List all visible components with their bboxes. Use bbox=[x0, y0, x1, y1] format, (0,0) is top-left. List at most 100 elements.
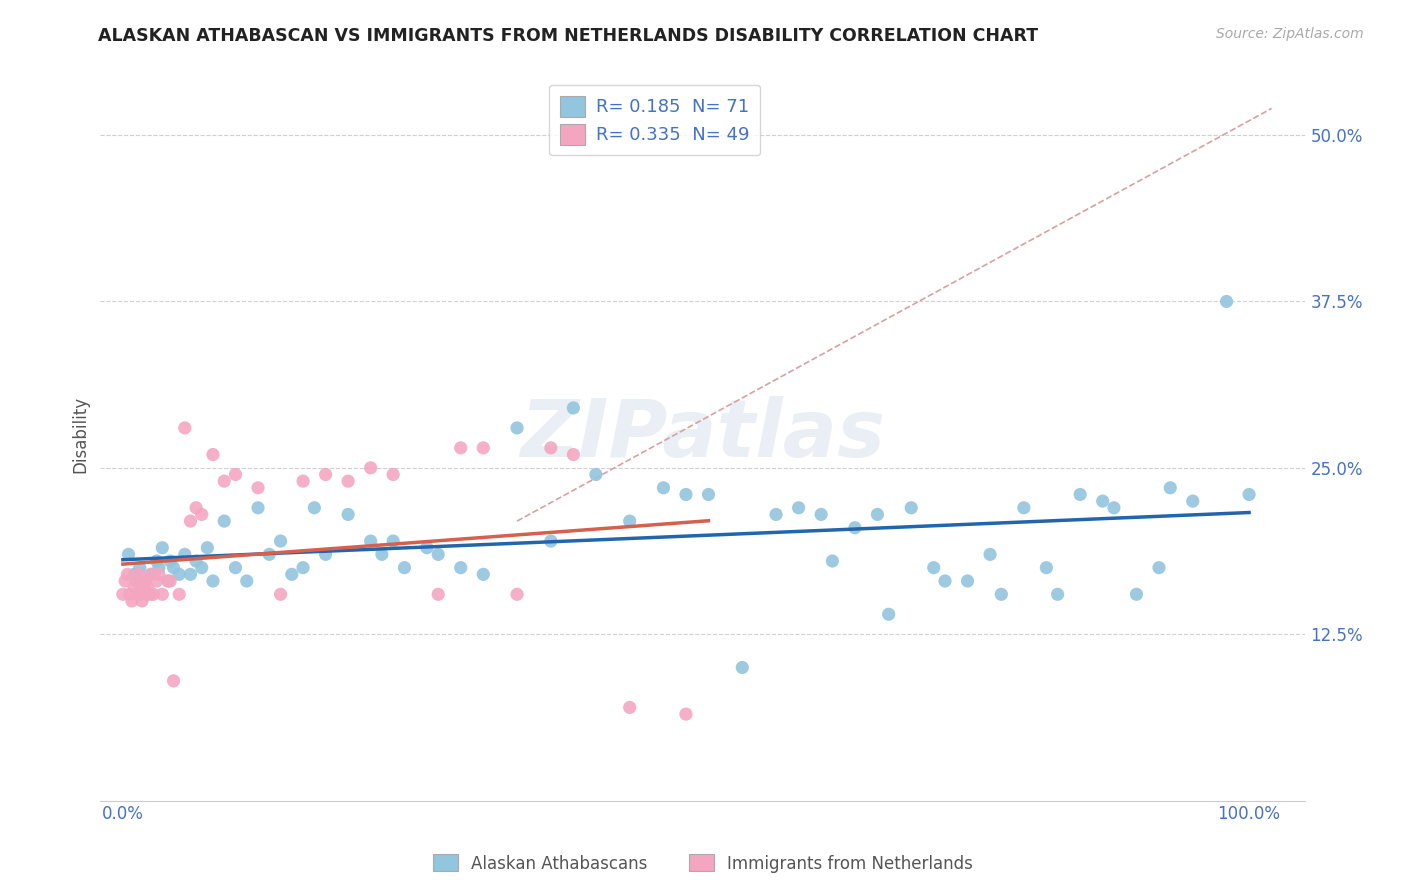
Point bbox=[506, 587, 529, 601]
Point bbox=[281, 567, 304, 582]
Point bbox=[315, 467, 337, 482]
Point bbox=[173, 547, 195, 561]
Point bbox=[134, 574, 156, 588]
Y-axis label: Disability: Disability bbox=[72, 396, 89, 473]
Point bbox=[145, 574, 167, 588]
Point bbox=[212, 474, 235, 488]
Point bbox=[675, 487, 697, 501]
Point bbox=[201, 574, 224, 588]
Legend: Alaskan Athabascans, Immigrants from Netherlands: Alaskan Athabascans, Immigrants from Net… bbox=[426, 847, 980, 880]
Point bbox=[128, 587, 150, 601]
Point bbox=[118, 587, 141, 601]
Point bbox=[1125, 587, 1147, 601]
Point bbox=[270, 534, 292, 549]
Point bbox=[292, 560, 315, 574]
Point bbox=[131, 594, 153, 608]
Point bbox=[125, 574, 148, 588]
Point bbox=[184, 500, 207, 515]
Point bbox=[934, 574, 956, 588]
Point bbox=[337, 474, 360, 488]
Point bbox=[150, 541, 173, 555]
Point bbox=[675, 707, 697, 722]
Point bbox=[450, 441, 472, 455]
Point bbox=[190, 560, 212, 574]
Point bbox=[540, 441, 562, 455]
Point bbox=[142, 587, 165, 601]
Point bbox=[128, 567, 150, 582]
Point bbox=[236, 574, 259, 588]
Point bbox=[900, 500, 922, 515]
Point bbox=[201, 448, 224, 462]
Point bbox=[159, 554, 181, 568]
Point bbox=[195, 541, 218, 555]
Point bbox=[1012, 500, 1035, 515]
Point bbox=[132, 581, 155, 595]
Point bbox=[472, 567, 495, 582]
Point bbox=[1147, 560, 1170, 574]
Point bbox=[427, 547, 450, 561]
Point bbox=[922, 560, 945, 574]
Point bbox=[619, 514, 641, 528]
Text: Source: ZipAtlas.com: Source: ZipAtlas.com bbox=[1216, 27, 1364, 41]
Point bbox=[117, 567, 139, 582]
Text: ZIPatlas: ZIPatlas bbox=[520, 395, 886, 474]
Point bbox=[136, 581, 159, 595]
Point bbox=[259, 547, 281, 561]
Point bbox=[731, 660, 754, 674]
Point bbox=[371, 547, 394, 561]
Point bbox=[247, 500, 270, 515]
Point bbox=[150, 587, 173, 601]
Point bbox=[844, 521, 866, 535]
Point bbox=[990, 587, 1012, 601]
Point bbox=[304, 500, 326, 515]
Point bbox=[697, 487, 720, 501]
Point bbox=[416, 541, 439, 555]
Point bbox=[117, 547, 139, 561]
Point bbox=[127, 587, 149, 601]
Point bbox=[956, 574, 979, 588]
Text: ALASKAN ATHABASCAN VS IMMIGRANTS FROM NETHERLANDS DISABILITY CORRELATION CHART: ALASKAN ATHABASCAN VS IMMIGRANTS FROM NE… bbox=[98, 27, 1039, 45]
Point bbox=[450, 560, 472, 574]
Point bbox=[877, 607, 900, 622]
Point bbox=[162, 673, 184, 688]
Point bbox=[134, 574, 156, 588]
Point bbox=[145, 554, 167, 568]
Point bbox=[179, 514, 201, 528]
Point bbox=[190, 508, 212, 522]
Point bbox=[292, 474, 315, 488]
Point bbox=[167, 587, 190, 601]
Point bbox=[224, 467, 246, 482]
Point bbox=[360, 460, 382, 475]
Point bbox=[866, 508, 889, 522]
Point bbox=[159, 574, 181, 588]
Point bbox=[360, 534, 382, 549]
Point bbox=[184, 554, 207, 568]
Point bbox=[173, 421, 195, 435]
Point bbox=[787, 500, 810, 515]
Point bbox=[156, 574, 179, 588]
Point bbox=[394, 560, 416, 574]
Point bbox=[135, 587, 157, 601]
Point bbox=[810, 508, 832, 522]
Point bbox=[167, 567, 190, 582]
Point bbox=[765, 508, 787, 522]
Point bbox=[619, 700, 641, 714]
Point bbox=[148, 560, 170, 574]
Point bbox=[139, 587, 162, 601]
Point bbox=[821, 554, 844, 568]
Point bbox=[121, 594, 143, 608]
Point bbox=[148, 567, 170, 582]
Point bbox=[382, 467, 405, 482]
Point bbox=[122, 567, 145, 582]
Point bbox=[1159, 481, 1181, 495]
Point bbox=[179, 567, 201, 582]
Point bbox=[1035, 560, 1057, 574]
Point bbox=[562, 401, 585, 415]
Point bbox=[1215, 294, 1237, 309]
Point bbox=[212, 514, 235, 528]
Point bbox=[652, 481, 675, 495]
Point bbox=[139, 567, 162, 582]
Point bbox=[134, 581, 156, 595]
Point bbox=[979, 547, 1001, 561]
Point bbox=[472, 441, 495, 455]
